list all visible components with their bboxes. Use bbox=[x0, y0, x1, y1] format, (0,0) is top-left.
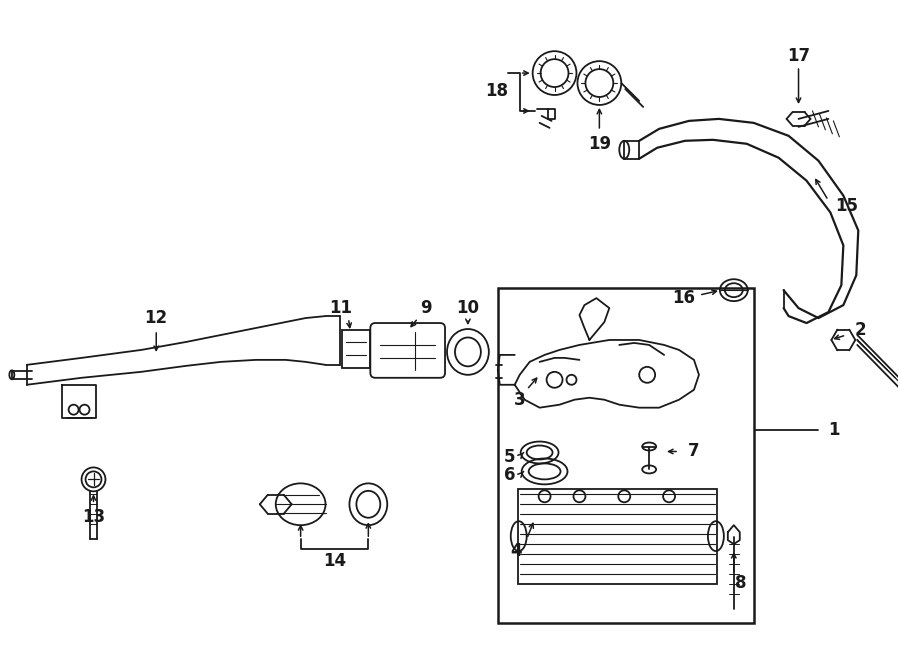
Text: 8: 8 bbox=[735, 574, 746, 592]
Text: 12: 12 bbox=[145, 309, 167, 327]
Bar bbox=[498, 288, 753, 623]
Text: 17: 17 bbox=[787, 47, 810, 65]
Text: 5: 5 bbox=[504, 448, 516, 467]
Text: 11: 11 bbox=[329, 299, 352, 317]
Text: 6: 6 bbox=[504, 467, 516, 485]
Text: 14: 14 bbox=[323, 552, 346, 570]
Text: 18: 18 bbox=[485, 82, 508, 100]
Text: 9: 9 bbox=[420, 299, 432, 317]
Text: 1: 1 bbox=[829, 420, 840, 439]
Text: 16: 16 bbox=[672, 289, 696, 307]
Text: 19: 19 bbox=[588, 135, 611, 153]
Text: 7: 7 bbox=[688, 442, 700, 461]
Circle shape bbox=[82, 467, 105, 491]
Text: 3: 3 bbox=[514, 391, 526, 408]
Text: 10: 10 bbox=[456, 299, 480, 317]
Text: 15: 15 bbox=[835, 197, 858, 214]
Text: 2: 2 bbox=[854, 321, 866, 339]
Bar bbox=[343, 330, 370, 368]
Bar bbox=[518, 489, 717, 584]
Text: 4: 4 bbox=[510, 542, 521, 560]
Text: 13: 13 bbox=[82, 508, 105, 526]
